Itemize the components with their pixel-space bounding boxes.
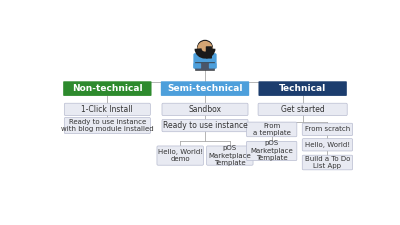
FancyBboxPatch shape (194, 62, 214, 70)
Text: From
a template: From a template (253, 123, 290, 136)
Text: Hello, World!
demo: Hello, World! demo (158, 149, 203, 162)
Text: Ready to use instance: Ready to use instance (163, 121, 247, 130)
Circle shape (198, 42, 212, 56)
FancyBboxPatch shape (258, 103, 347, 116)
FancyBboxPatch shape (193, 53, 217, 69)
FancyBboxPatch shape (246, 122, 297, 137)
Text: Hello, World!: Hello, World! (305, 142, 350, 148)
Text: Ready to use instance
with blog module installed: Ready to use instance with blog module i… (61, 119, 154, 132)
Text: Get started: Get started (281, 105, 324, 114)
FancyBboxPatch shape (302, 155, 353, 170)
FancyBboxPatch shape (157, 146, 204, 165)
Text: Sandbox: Sandbox (188, 105, 222, 114)
Text: Build a To Do
List App: Build a To Do List App (305, 156, 350, 169)
FancyBboxPatch shape (246, 141, 297, 161)
FancyBboxPatch shape (302, 123, 353, 136)
Text: Non-technical: Non-technical (72, 84, 143, 93)
Circle shape (199, 44, 211, 55)
FancyBboxPatch shape (302, 139, 353, 151)
FancyBboxPatch shape (258, 81, 347, 96)
FancyBboxPatch shape (64, 117, 150, 134)
Text: pOS
Marketplace
Template: pOS Marketplace Template (208, 145, 251, 166)
FancyBboxPatch shape (209, 63, 217, 69)
Circle shape (198, 40, 212, 55)
FancyBboxPatch shape (63, 81, 152, 96)
FancyBboxPatch shape (162, 103, 248, 116)
FancyBboxPatch shape (64, 103, 150, 116)
FancyBboxPatch shape (162, 119, 248, 132)
Text: 1-Click Install: 1-Click Install (82, 105, 133, 114)
FancyBboxPatch shape (206, 46, 212, 58)
FancyBboxPatch shape (206, 146, 253, 165)
Text: Semi-technical: Semi-technical (167, 84, 243, 93)
FancyBboxPatch shape (193, 63, 201, 69)
FancyBboxPatch shape (161, 81, 249, 96)
Text: From scratch: From scratch (305, 126, 350, 132)
Text: pOS
Marketplace
Template: pOS Marketplace Template (250, 140, 293, 162)
Text: Technical: Technical (279, 84, 326, 93)
